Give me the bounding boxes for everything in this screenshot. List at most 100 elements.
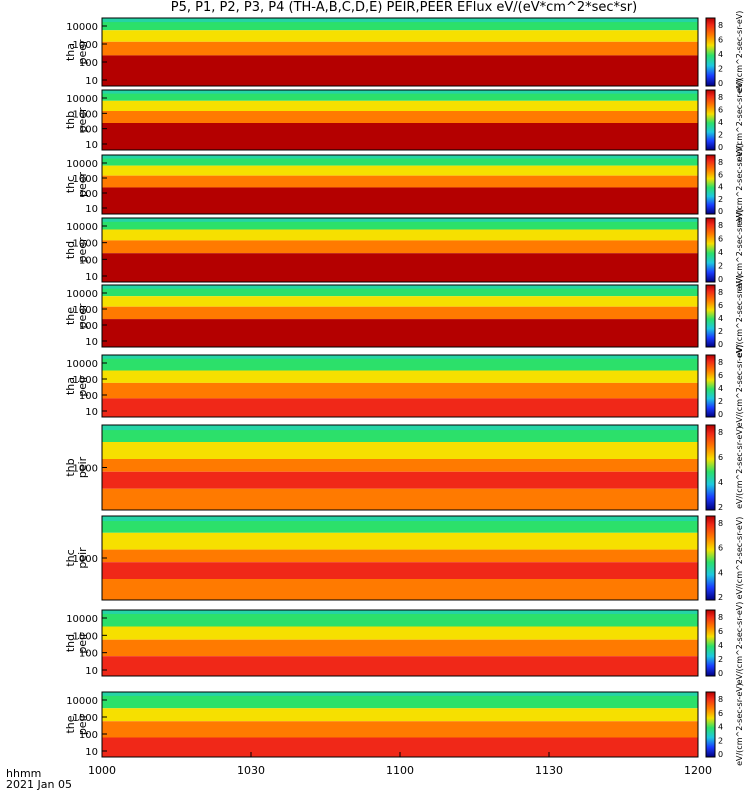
y-tick-label: 1000: [73, 40, 98, 51]
colorbar-tick-label: 2: [718, 736, 723, 745]
spectrogram-noise: [102, 18, 698, 23]
spectrogram-band: [102, 639, 698, 657]
y-tick-label: 10: [85, 337, 98, 348]
spectrogram-band: [102, 488, 698, 510]
x-tick-label: 1000: [88, 764, 116, 777]
y-tick-label: 100: [79, 58, 98, 69]
colorbar-tick-label: 8: [718, 158, 723, 167]
spectrogram-band: [102, 155, 698, 166]
x-label-hhmm: hhmm: [6, 767, 42, 780]
panel-frame: [101, 217, 699, 283]
panel-label: peir: [76, 547, 89, 569]
panel-frame: [101, 284, 699, 348]
colorbar-tick-label: 6: [718, 627, 723, 636]
panel-label: peer: [76, 39, 89, 65]
spectrogram-noise: [102, 155, 698, 159]
y-tick-label: 10000: [66, 289, 98, 300]
colorbar-tick-label: 2: [718, 65, 723, 74]
panel-label: thd: [64, 634, 77, 652]
colorbar-tick-label: 2: [718, 397, 723, 406]
spectrogram-band: [102, 562, 698, 579]
panel-tha-peir: tha peir 10000 1000 100 10 8 6 4 2 0 eV/(cm^2-sec-s…: [64, 345, 744, 428]
colorbar-tick-label: 8: [718, 358, 723, 367]
colorbar-tick-label: 8: [718, 288, 723, 297]
spectrogram-band: [102, 355, 698, 371]
panel-thd-peir: thd peir 10000 1000 100 10 8 6 4 2 0 eV/(cm^2-sec-s…: [64, 602, 744, 685]
colorbar: [705, 217, 716, 283]
panel-the-peir: the peir 10000 1000 100 10 8 6 4 2 0 eV/(cm^2-sec-s…: [64, 683, 744, 766]
colorbar-tick-label: 6: [718, 235, 723, 244]
colorbar-label: eV/(cm^2-sec-sr-eV): [735, 517, 744, 600]
colorbar-tick-label: 0: [718, 275, 723, 284]
y-tick-label: 10: [85, 140, 98, 151]
colorbar-tick-label: 4: [718, 118, 723, 127]
y-tick-label: 100: [79, 189, 98, 200]
x-tick-label: 1030: [237, 764, 265, 777]
spectrogram-band: [102, 123, 698, 150]
colorbar-tick-label: 0: [718, 340, 723, 349]
y-tick-label: 100: [79, 321, 98, 332]
spectrogram-band: [102, 30, 698, 42]
x-tick-label: 1100: [386, 764, 414, 777]
x-tick-label: 1200: [684, 764, 712, 777]
spectrogram-band: [102, 532, 698, 550]
colorbar: [705, 89, 716, 151]
colorbar-tick-label: 4: [718, 50, 723, 59]
colorbar: [705, 17, 716, 87]
colorbar-tick-label: 0: [718, 750, 723, 759]
panel-label: peer: [76, 303, 89, 329]
spectrogram-band: [102, 721, 698, 738]
spectrogram-band: [102, 240, 698, 254]
spectrogram-band: [102, 398, 698, 417]
colorbar-tick-label: 8: [718, 93, 723, 102]
colorbar-tick-label: 6: [718, 453, 723, 462]
panel-label: thc: [64, 176, 77, 193]
colorbar-label: eV/(cm^2-sec-sr-eV): [735, 209, 744, 292]
panel-label: peir: [76, 713, 89, 735]
spectrogram-band: [102, 100, 698, 111]
spectrogram-band: [102, 41, 698, 56]
colorbar-tick-label: 8: [718, 21, 723, 30]
spectrogram-band: [102, 459, 698, 472]
colorbar: [705, 515, 716, 601]
spectrogram-band: [102, 229, 698, 241]
colorbar-tick-label: 6: [718, 709, 723, 718]
y-tick-label: 10000: [66, 696, 98, 707]
panel-frame: [101, 89, 699, 151]
colorbar-label: eV/(cm^2-sec-sr-eV): [735, 275, 744, 358]
y-tick-label: 1000: [73, 375, 98, 386]
spectrogram-band: [102, 111, 698, 123]
spectrogram-band: [102, 579, 698, 600]
panel-frame: [101, 17, 699, 87]
panel-label: thd: [64, 241, 77, 259]
panel-label: peir: [76, 632, 89, 654]
colorbar-tick-label: 2: [718, 655, 723, 664]
y-tick-label: 1000: [73, 305, 98, 316]
colorbar-tick-label: 8: [718, 613, 723, 622]
panel-thd-peer: thd peer 10000 1000 100 10 8 6 4 2 0 eV/(cm^2-sec-s…: [64, 209, 744, 292]
colorbar-tick-label: 4: [718, 723, 723, 732]
colorbar-tick-label: 8: [718, 695, 723, 704]
colorbar-tick-label: 4: [718, 641, 723, 650]
colorbar-label: eV/(cm^2-sec-sr-eV): [735, 79, 744, 162]
panel-label: tha: [64, 377, 77, 395]
colorbar-tick-label: 2: [718, 262, 723, 271]
spectrogram-band: [102, 218, 698, 230]
y-tick-label: 100: [79, 125, 98, 136]
y-tick-label: 10000: [66, 22, 98, 33]
x-tick-label: 1130: [535, 764, 563, 777]
spectrogram-noise: [102, 355, 698, 359]
panel-label: peir: [76, 375, 89, 397]
spectrogram-noise: [102, 516, 698, 522]
colorbar-tick-label: 6: [718, 301, 723, 310]
spectrogram-band: [102, 442, 698, 459]
colorbar-tick-label: 4: [718, 568, 723, 577]
panel-tha-peer: tha peer 10000 1000 100 10 8 6 4 2 0 eV/(cm^2-sec-s…: [64, 11, 744, 94]
spectrogram-noise: [102, 692, 698, 696]
panel-label: peer: [76, 237, 89, 263]
colorbar-label: eV/(cm^2-sec-sr-eV): [735, 143, 744, 226]
spectrogram-band: [102, 370, 698, 383]
